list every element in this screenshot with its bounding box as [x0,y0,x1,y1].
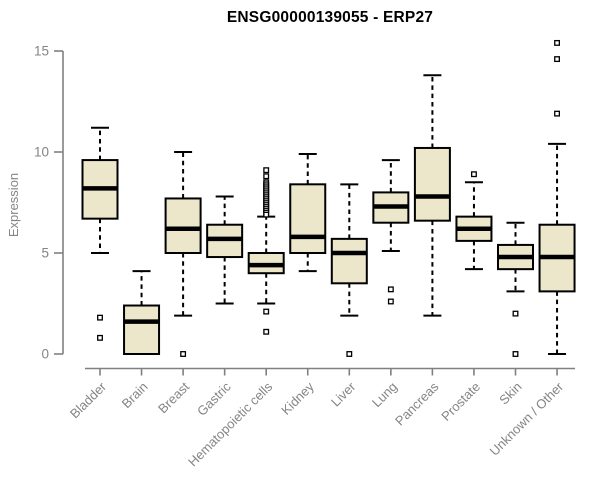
x-category-label: Brain [119,379,151,411]
outlier-point [512,310,519,317]
iqr-box [123,304,161,355]
outlier-point [97,334,103,341]
y-tick-label: 10 [34,145,49,160]
outlier-point [180,351,187,357]
box-breast [164,151,202,357]
box-lung [372,159,410,305]
x-category-label: Liver [328,379,359,410]
outlier-point [470,171,477,178]
x-category-label: Prostate [438,379,483,424]
outlier-point [97,314,103,321]
outlier-point [263,167,270,174]
iqr-box [413,146,451,222]
y-tick-label: 0 [41,347,49,362]
box-brain [123,270,161,355]
outlier-point [554,39,560,46]
y-tick-label: 15 [34,44,49,59]
outlier-point [387,298,394,305]
box-unknown-other [538,39,576,355]
box-liver [330,183,368,357]
outlier-point [554,56,560,63]
outlier-point [512,351,519,357]
box-prostate [455,171,493,271]
x-category-label: Skin [496,379,524,407]
iqr-box [164,197,202,255]
iqr-box [289,183,327,255]
x-category-label: Pancreas [392,379,442,429]
chart-title: ENSG00000139055 - ERP27 [226,9,434,26]
outlier-point [346,351,353,357]
x-category-label: Lung [369,379,400,410]
box-kidney [289,153,327,273]
iqr-box [330,237,368,285]
y-tick-label: 5 [41,246,49,261]
box-pancreas [413,74,451,317]
x-category-label: Gastric [194,379,234,419]
box-bladder [81,126,119,341]
outlier-point [263,211,270,218]
box-hematopoietic-cells [247,167,285,335]
outlier-point [263,308,270,315]
outlier-point [263,173,270,180]
outlier-point [554,110,560,117]
x-category-label: Unknown / Other [487,379,567,459]
x-category-label: Kidney [278,379,317,418]
y-axis: 0 5 10 15 [34,44,64,362]
box-skin [497,221,534,357]
x-category-label: Breast [155,379,192,416]
outlier-point [263,328,270,335]
outlier-point [387,286,394,293]
box-gastric [206,195,244,305]
x-category-label: Bladder [67,379,110,422]
